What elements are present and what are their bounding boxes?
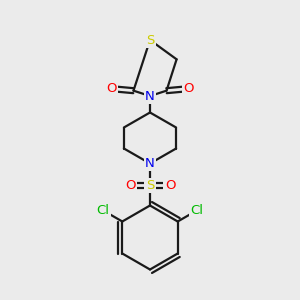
Text: O: O	[165, 179, 175, 192]
Text: N: N	[145, 157, 155, 170]
Text: S: S	[146, 34, 154, 46]
Text: Cl: Cl	[190, 204, 203, 217]
Text: O: O	[125, 179, 135, 192]
Text: N: N	[145, 89, 155, 103]
Text: O: O	[183, 82, 194, 95]
Text: Cl: Cl	[97, 204, 110, 217]
Text: S: S	[146, 179, 154, 192]
Text: O: O	[106, 82, 117, 95]
